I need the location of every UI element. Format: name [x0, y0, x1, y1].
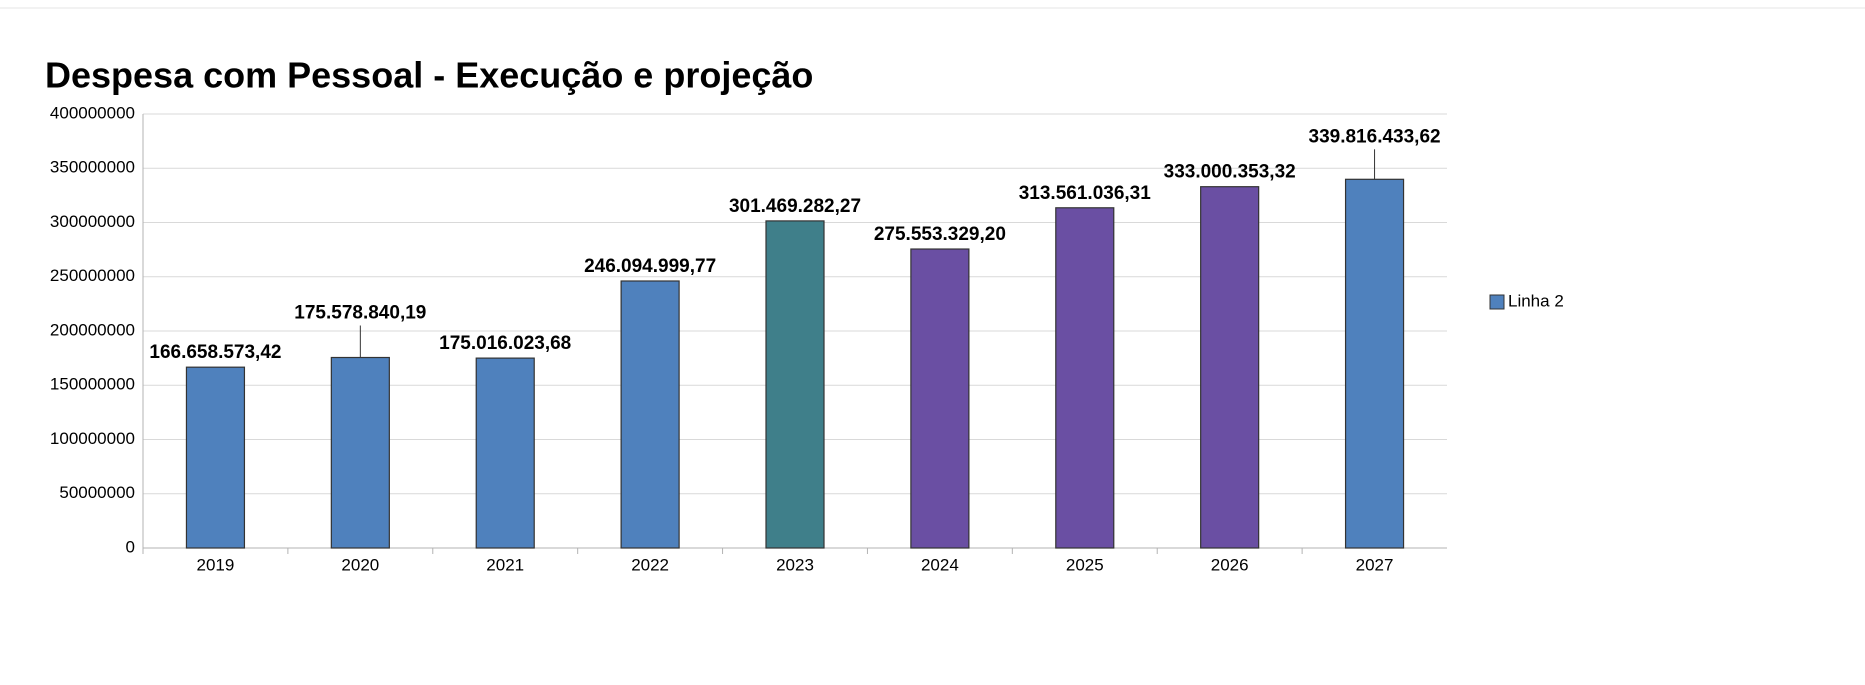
data-label: 301.469.282,27: [729, 196, 861, 217]
bar: [1344, 178, 1405, 549]
data-label: 175.016.023,68: [439, 333, 571, 354]
x-tick-label: 2020: [341, 555, 379, 574]
data-label: 246.094.999,77: [584, 256, 716, 277]
y-tick-label: 50000000: [59, 483, 135, 502]
data-label: 275.553.329,20: [874, 224, 1006, 245]
bar: [765, 220, 825, 549]
y-tick-label: 150000000: [50, 375, 135, 394]
bar: [1055, 207, 1115, 549]
data-label: 166.658.573,42: [149, 342, 281, 363]
data-label: 313.561.036,31: [1019, 183, 1152, 204]
x-tick-label: 2027: [1356, 555, 1394, 574]
data-label: 339.816.433,62: [1309, 126, 1441, 147]
x-tick-label: 2025: [1066, 555, 1104, 574]
bar: [1200, 186, 1260, 549]
bar: [910, 248, 970, 549]
bar: [475, 357, 535, 549]
x-tick-label: 2022: [631, 555, 669, 574]
x-tick-label: 2026: [1211, 555, 1249, 574]
y-tick-label: 350000000: [50, 158, 135, 177]
legend-label: Linha 2: [1508, 291, 1564, 310]
data-label: 333.000.353,32: [1164, 162, 1296, 183]
y-tick-label: 200000000: [50, 320, 135, 339]
y-tick-label: 100000000: [50, 429, 135, 448]
y-tick-label: 0: [126, 537, 135, 556]
x-tick-label: 2019: [197, 555, 235, 574]
x-tick-label: 2021: [486, 555, 524, 574]
data-label: 175.578.840,19: [294, 303, 426, 324]
y-tick-label: 400000000: [50, 103, 135, 122]
y-tick-label: 300000000: [50, 212, 135, 231]
bar: [330, 356, 390, 549]
x-tick-label: 2024: [921, 555, 959, 574]
y-tick-label: 250000000: [50, 266, 135, 285]
legend-swatch: [1489, 294, 1505, 310]
x-tick-label: 2023: [776, 555, 814, 574]
chart-title: Despesa com Pessoal - Execução e projeçã…: [45, 55, 813, 96]
bar: [620, 280, 680, 549]
bar: [185, 366, 246, 549]
